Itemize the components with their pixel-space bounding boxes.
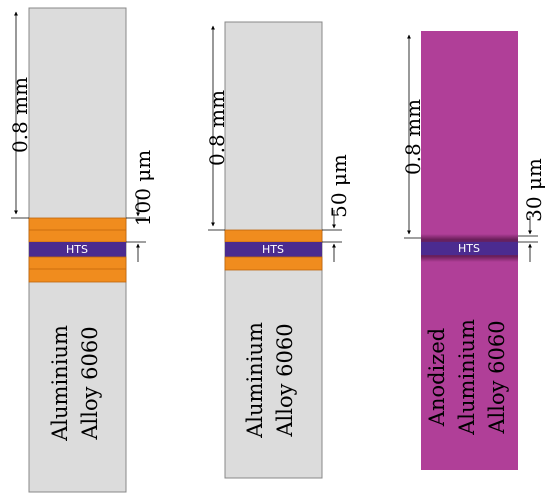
panel-2-hts-label: HTS <box>262 243 284 256</box>
panel-3-hts-band <box>421 242 518 255</box>
panel-3-height-label: 0.8 mm <box>401 99 425 175</box>
panel-2-material-line-2: Alloy 6060 <box>273 323 297 437</box>
panel-1: HTS 0.8 mm 100 μm Aluminium Alloy 6060 <box>8 7 155 493</box>
panel-3: HTS 0.8 mm 30 μm Anodized Aluminium Allo… <box>401 31 546 470</box>
panel-1-material-line-2: Alloy 6060 <box>78 326 102 440</box>
panel-2: HTS 0.8 mm 50 μm Aluminium Alloy 6060 <box>205 21 351 479</box>
panel-1-hts-band <box>29 242 126 257</box>
panel-3-material-line-1: Anodized <box>425 328 449 427</box>
panel-3-hts-label: HTS <box>458 242 480 255</box>
panel-1-height-label: 0.8 mm <box>8 77 32 153</box>
panel-2-layer-bottom <box>224 256 323 271</box>
panel-3-thickness-label: 30 μm <box>522 158 546 222</box>
panel-1-hts-label: HTS <box>66 243 88 256</box>
panel-2-height-label: 0.8 mm <box>205 90 229 166</box>
panel-2-hts-band <box>225 242 322 257</box>
panel-1-layer-bottom <box>28 256 127 283</box>
panel-1-thickness-label: 100 μm <box>131 150 155 227</box>
panel-2-material-line-1: Aluminium <box>243 322 267 439</box>
panel-3-material-line-3: Alloy 6060 <box>485 320 509 434</box>
panel-3-material-line-2: Aluminium <box>455 319 479 436</box>
panel-1-material-line-1: Aluminium <box>48 325 72 442</box>
panel-2-layer-top <box>224 229 323 243</box>
panel-2-thickness-label: 50 μm <box>327 154 351 218</box>
